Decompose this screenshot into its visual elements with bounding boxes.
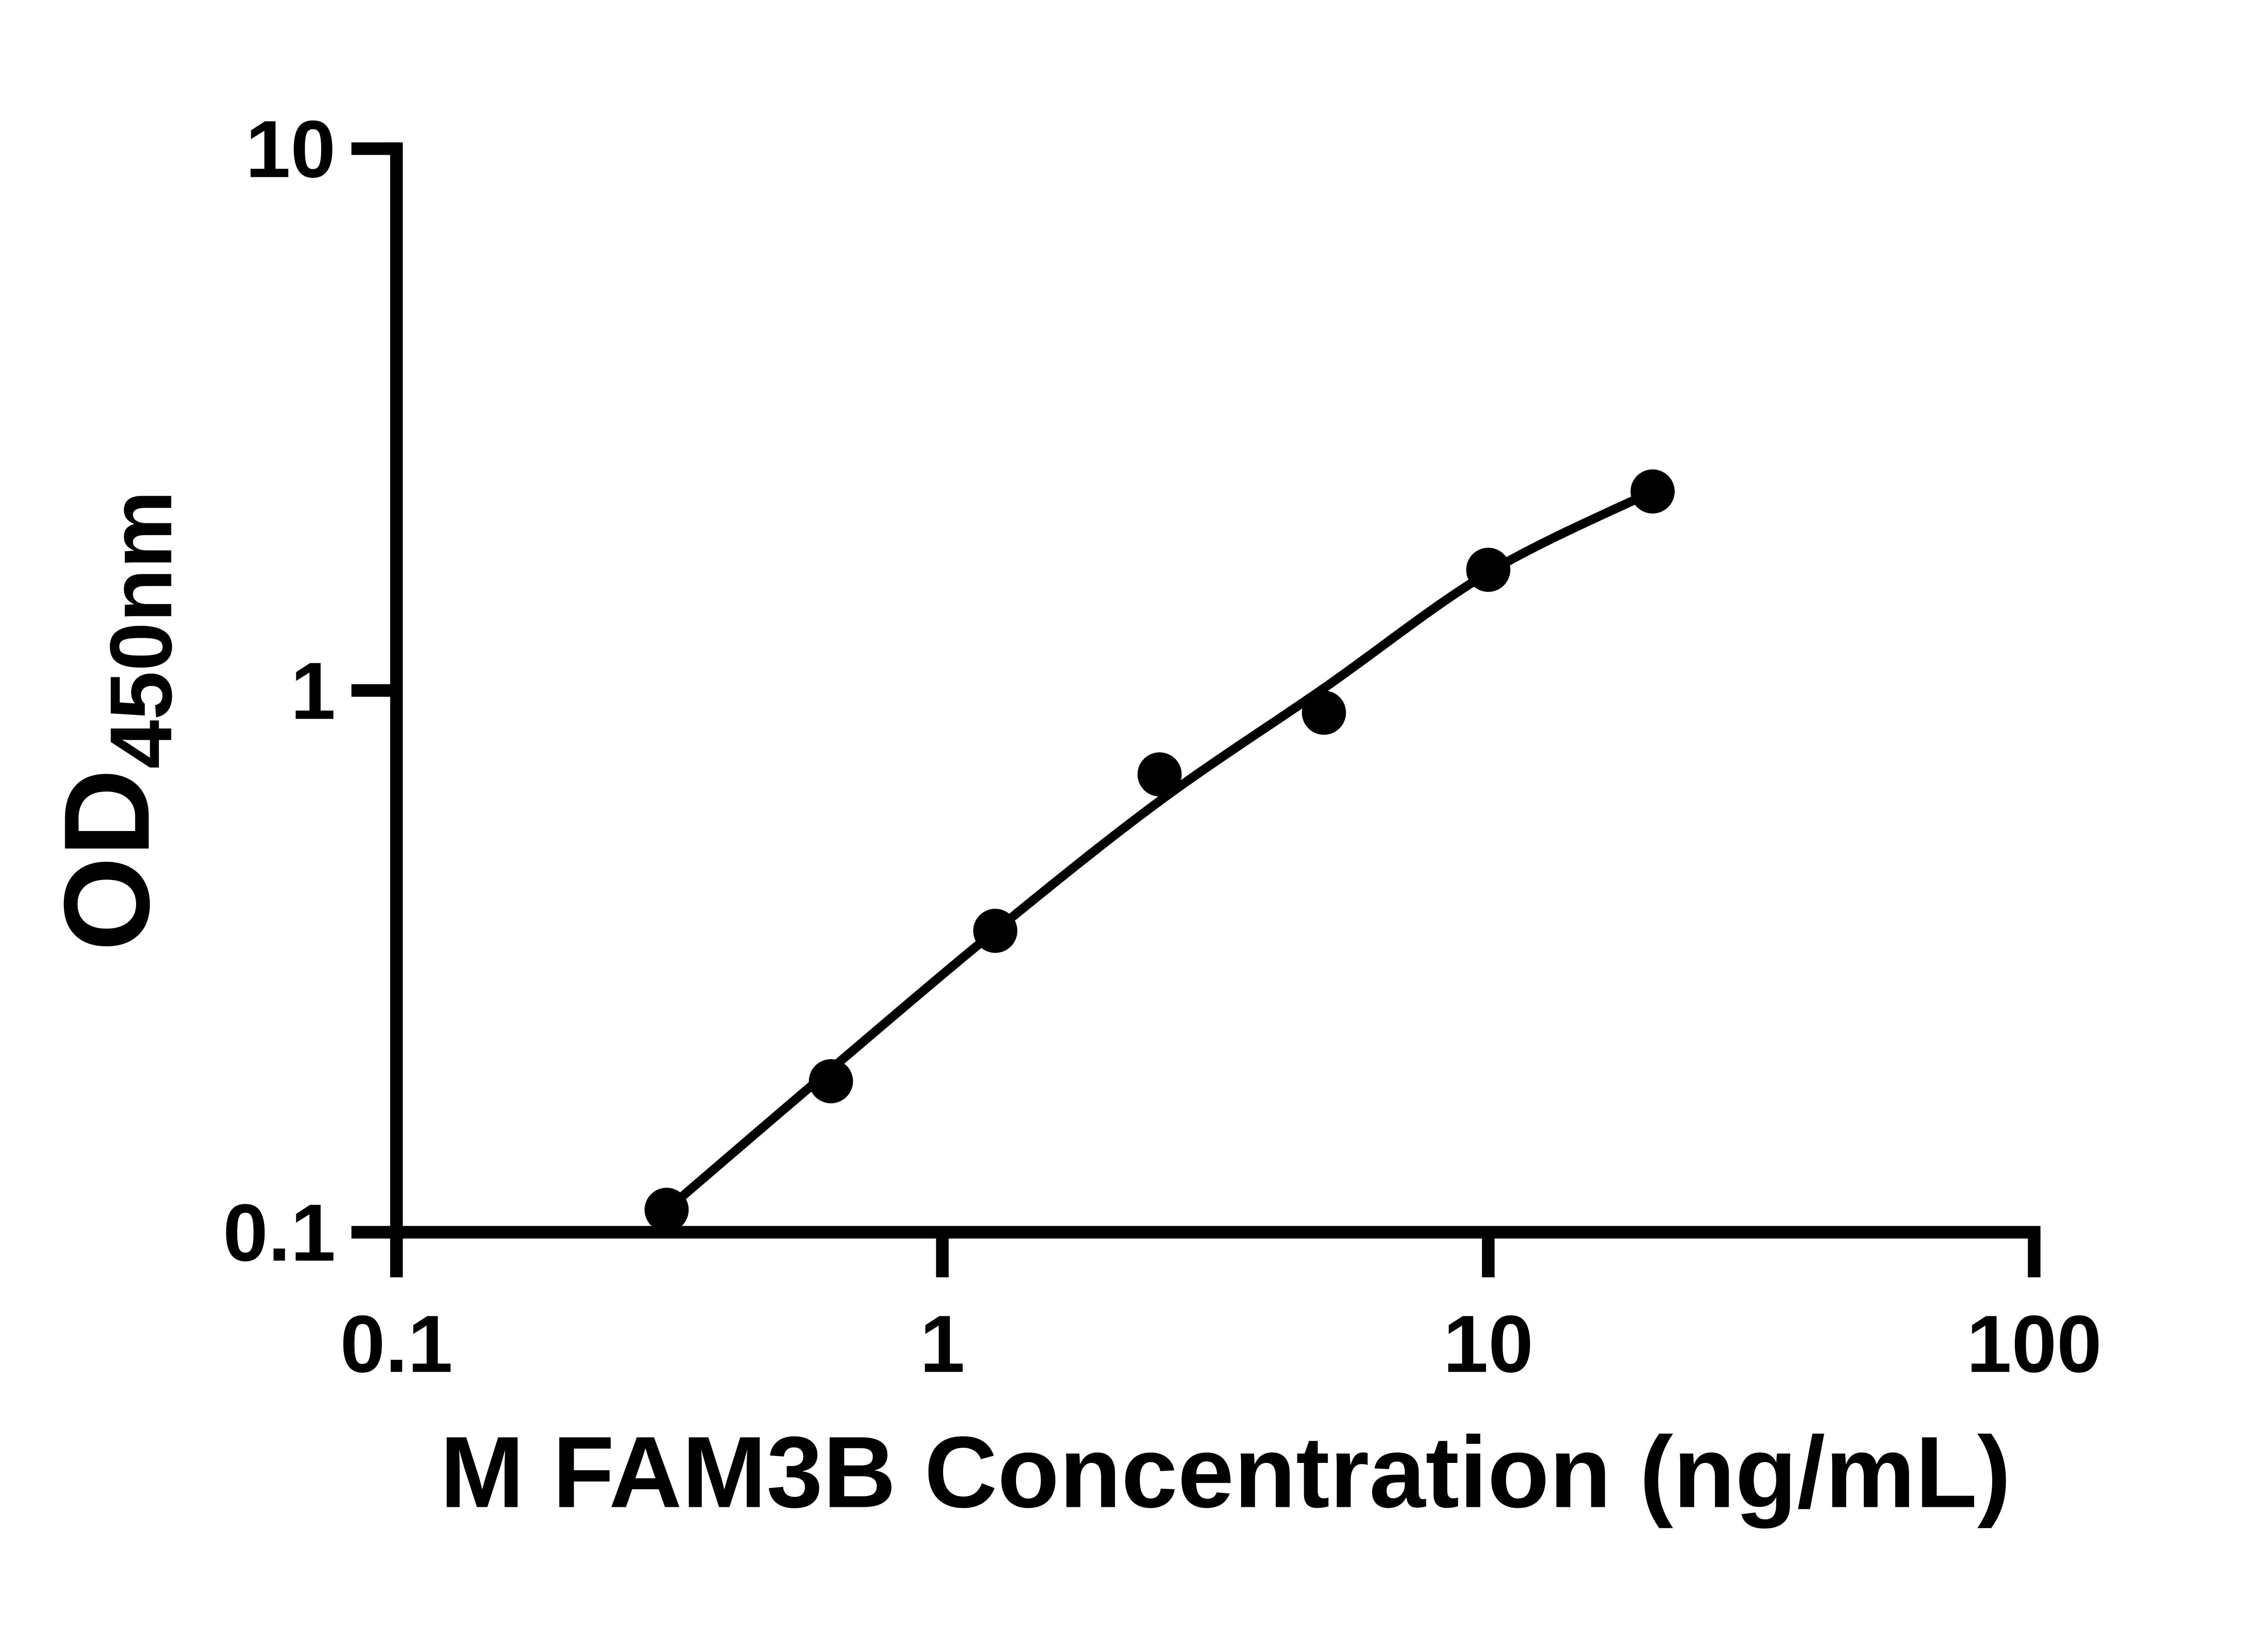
y-axis-ticks: 0.1 1 10 (223, 103, 397, 1278)
data-point (973, 909, 1017, 953)
x-tick-label: 10 (1443, 1298, 1534, 1389)
data-point (1466, 548, 1510, 592)
data-point (1630, 469, 1675, 514)
data-point (1137, 752, 1182, 797)
y-tick-label: 1 (291, 645, 336, 736)
data-point-markers (644, 469, 1675, 1232)
x-tick-label: 100 (1966, 1298, 2102, 1389)
y-tick-label: 0.1 (223, 1187, 336, 1278)
data-point (644, 1188, 689, 1232)
data-point (809, 1059, 853, 1104)
plot-area (644, 469, 1675, 1232)
y-axis-title: OD450nm (39, 490, 191, 951)
x-tick-label: 1 (920, 1298, 965, 1389)
data-point (1302, 690, 1346, 735)
x-tick-label: 0.1 (340, 1298, 453, 1389)
y-tick-label: 10 (245, 103, 336, 194)
y-axis-title-main: OD (39, 769, 175, 951)
y-axis-title-subscript: 450nm (92, 490, 190, 769)
x-axis-title: M FAM3B Concentration (ng/mL) (440, 1416, 2011, 1529)
x-axis-ticks: 0.1 1 10 100 (340, 1232, 2102, 1389)
